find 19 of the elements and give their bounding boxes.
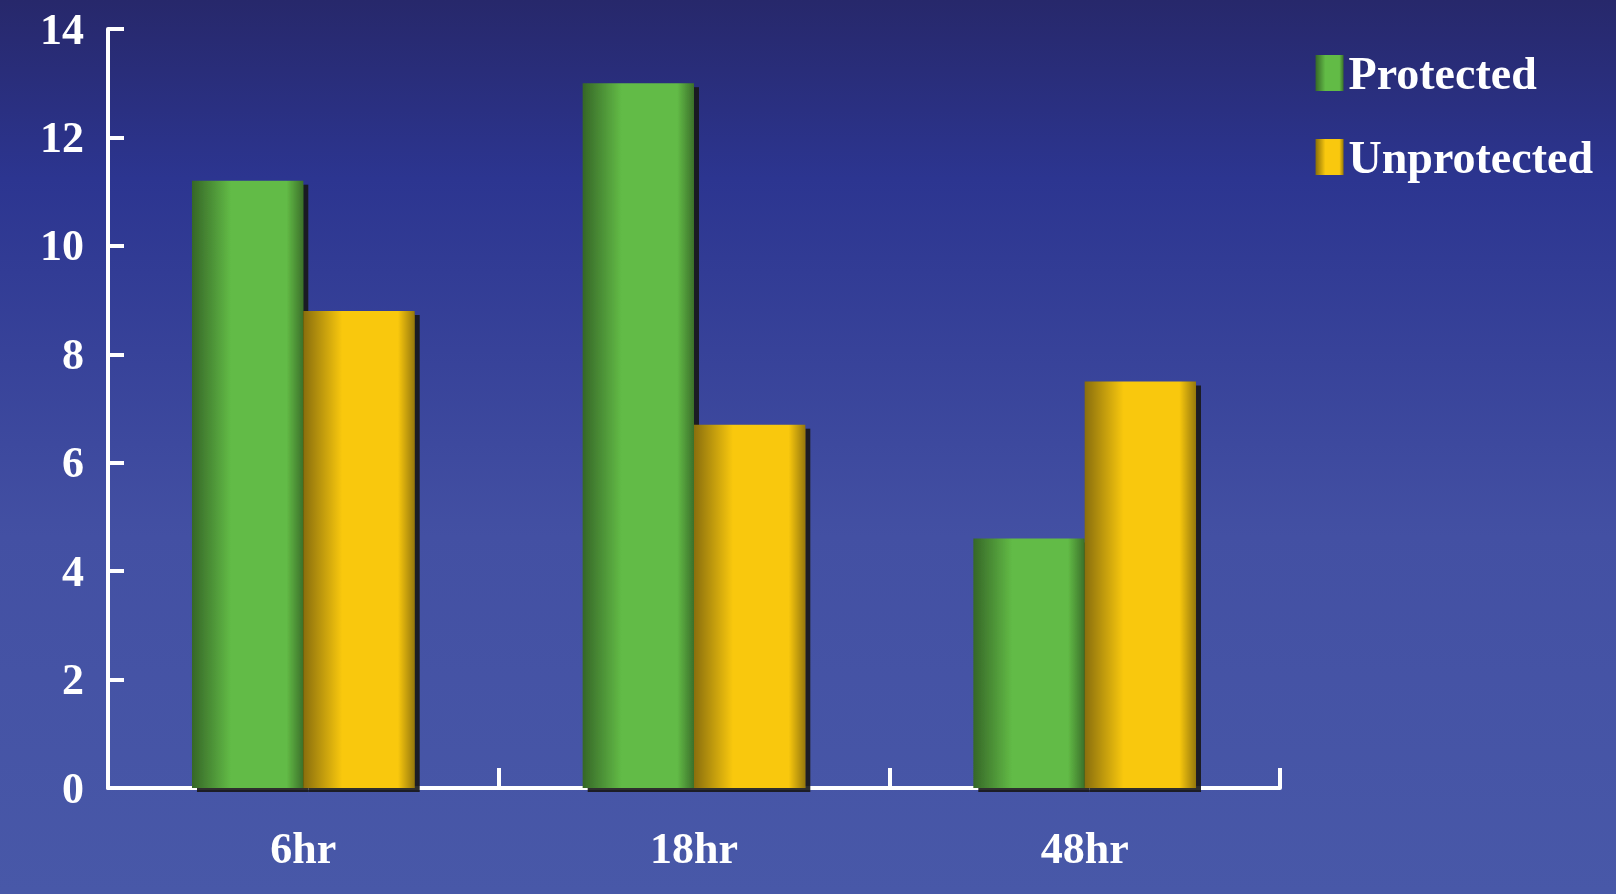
x-tick-label: 48hr	[1040, 823, 1129, 873]
y-tick-label: 0	[62, 763, 84, 813]
legend-label: Protected	[1348, 47, 1538, 99]
y-tick-label: 10	[40, 221, 84, 271]
y-tick-label: 8	[62, 329, 84, 379]
y-tick-label: 4	[62, 546, 84, 596]
bar	[582, 83, 694, 788]
bar	[191, 180, 304, 788]
x-tick-label: 6hr	[270, 823, 337, 873]
y-tick-label: 6	[62, 438, 84, 488]
bar	[973, 538, 1085, 788]
bar	[1084, 381, 1197, 788]
x-tick-label: 18hr	[650, 823, 738, 873]
legend-label: Unprotected	[1348, 131, 1594, 183]
y-tick-label: 2	[62, 655, 84, 705]
y-tick-label: 14	[40, 4, 84, 54]
y-tick-label: 12	[40, 112, 84, 162]
bar	[303, 310, 415, 788]
bar	[694, 424, 806, 788]
